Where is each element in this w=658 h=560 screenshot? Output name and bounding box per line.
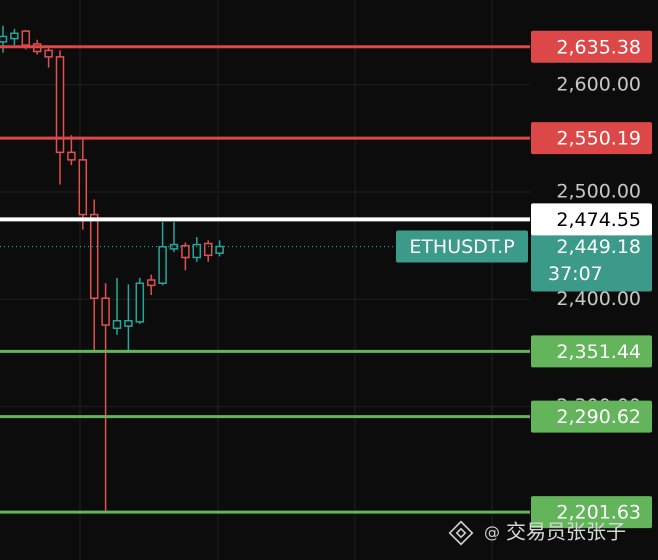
watermark-at: @ xyxy=(484,523,500,542)
last-price-label: 2,449.18 xyxy=(556,236,641,258)
level-label: 2,290.62 xyxy=(556,406,641,428)
last-price-box xyxy=(531,230,652,292)
candle-body xyxy=(67,151,76,161)
watermark: @ 交易员张张子 xyxy=(448,520,626,546)
candle-body xyxy=(10,32,19,40)
y-tick-label: 2,400.00 xyxy=(556,288,641,310)
watermark-icon xyxy=(448,520,474,546)
candle-body xyxy=(215,245,224,254)
level-box xyxy=(531,400,652,433)
candle-body xyxy=(192,243,202,259)
candle-body xyxy=(158,245,167,284)
y-tick-label: 2,600.00 xyxy=(556,73,641,95)
level-label: 2,201.63 xyxy=(556,502,641,524)
y-tick-label: 2,500.00 xyxy=(556,181,641,203)
candle-body xyxy=(0,35,8,43)
level-label: 2,635.38 xyxy=(556,36,641,58)
countdown-label: 37:07 xyxy=(548,263,603,285)
candle-body xyxy=(21,30,31,46)
level-box xyxy=(531,30,652,63)
level-box xyxy=(531,122,652,155)
candle-body xyxy=(124,320,133,327)
watermark-text: 交易员张张子 xyxy=(506,520,626,544)
level-box xyxy=(531,203,652,236)
candle-body xyxy=(181,244,190,259)
candle-body xyxy=(78,159,88,216)
level-box xyxy=(531,496,652,529)
candle-body xyxy=(203,242,213,257)
level-label: 2,351.44 xyxy=(556,341,641,363)
level-box xyxy=(531,335,652,368)
candle-body xyxy=(135,282,145,323)
candle-body xyxy=(146,279,156,287)
symbol-box xyxy=(396,230,528,263)
candle-body xyxy=(89,213,99,299)
candle-body xyxy=(112,320,122,330)
level-label: 2,474.55 xyxy=(556,209,641,231)
level-label: 2,550.19 xyxy=(556,128,641,150)
symbol-label: ETHUSDT.P xyxy=(409,236,514,258)
vertical-grid xyxy=(79,0,493,560)
candle-body xyxy=(55,56,65,154)
candle-body xyxy=(101,297,110,326)
candle-body xyxy=(44,49,53,58)
candle-body xyxy=(169,243,179,250)
